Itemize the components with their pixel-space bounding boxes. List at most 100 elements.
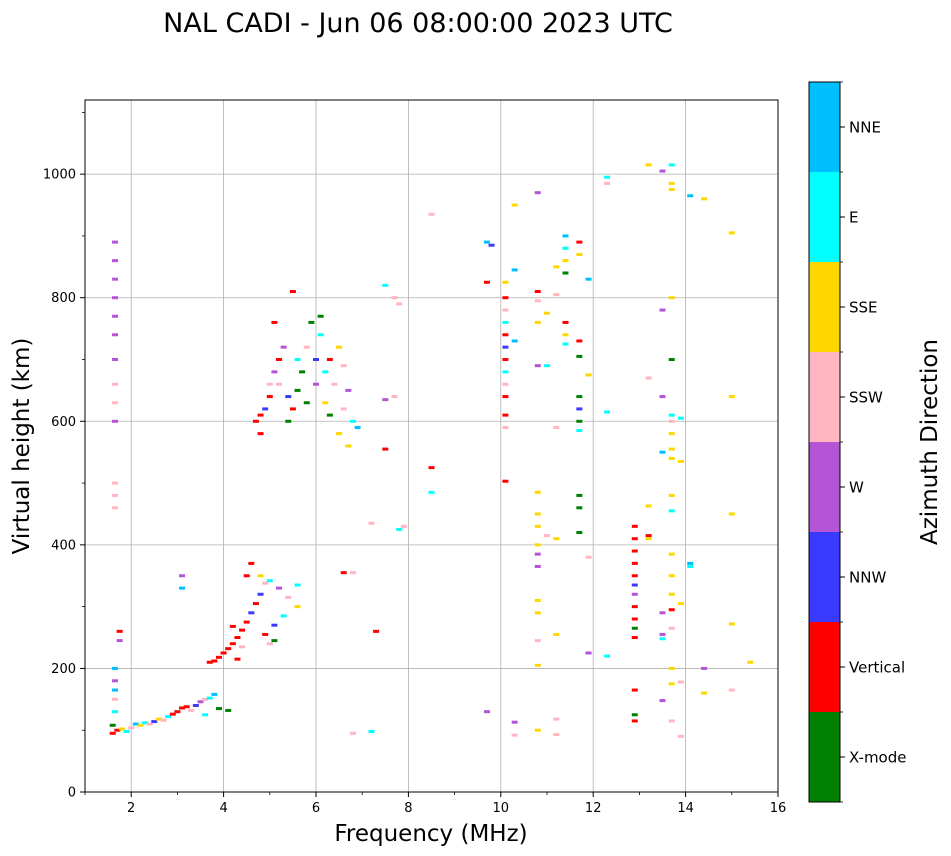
echo-point — [576, 493, 583, 497]
echo-point — [202, 713, 209, 717]
echo-point — [396, 527, 403, 531]
echo-point — [553, 537, 560, 541]
echo-point — [266, 395, 273, 399]
echo-point — [502, 280, 509, 284]
echo-point — [631, 688, 638, 692]
echo-point — [215, 707, 222, 711]
echo-point — [631, 561, 638, 565]
echo-point — [294, 388, 301, 392]
echo-point — [349, 571, 356, 575]
echo-point — [677, 680, 684, 684]
echo-point — [382, 447, 389, 451]
echo-point — [239, 645, 246, 649]
colorbar-frame — [808, 81, 841, 803]
echo-point — [645, 504, 652, 508]
echo-point — [225, 708, 232, 712]
echo-point — [112, 401, 119, 405]
echo-point — [553, 632, 560, 636]
echo-point — [340, 364, 347, 368]
echo-point — [576, 407, 583, 411]
echo-point — [345, 444, 352, 448]
echo-point — [112, 382, 119, 386]
echo-point — [668, 296, 675, 300]
echo-point — [534, 490, 541, 494]
echo-point — [266, 382, 273, 386]
echo-point — [128, 726, 135, 730]
y-tick-label: 0 — [68, 786, 76, 801]
echo-point — [544, 364, 550, 368]
echo-point — [576, 429, 583, 433]
echo-point — [668, 509, 675, 513]
echo-point — [668, 719, 675, 723]
echo-point — [266, 579, 273, 583]
echo-point — [747, 660, 754, 664]
echo-point — [534, 598, 541, 602]
echo-point — [391, 296, 398, 300]
echo-point — [576, 339, 583, 343]
echo-point — [668, 163, 675, 167]
echo-point — [396, 302, 403, 306]
echo-point — [502, 479, 509, 483]
echo-point — [659, 395, 666, 399]
echo-point — [534, 512, 541, 516]
echo-point — [659, 699, 666, 703]
echo-point — [234, 657, 241, 661]
echo-point — [294, 358, 301, 361]
x-tick-label: 8 — [404, 801, 412, 816]
echo-point — [502, 345, 509, 349]
echo-point — [668, 592, 675, 596]
echo-point — [211, 692, 218, 696]
echo-point — [112, 666, 119, 670]
echo-point — [576, 252, 583, 256]
echo-point — [659, 450, 666, 454]
echo-point — [229, 624, 236, 628]
echo-point — [271, 623, 278, 627]
echo-point — [112, 277, 119, 281]
echo-point — [382, 398, 389, 402]
x-tick-label: 12 — [585, 801, 602, 816]
echo-point — [534, 564, 541, 568]
colorbar-swatch — [809, 262, 840, 352]
x-axis-label: Frequency (MHz) — [334, 821, 527, 847]
data-points — [109, 163, 754, 738]
echo-point — [502, 358, 509, 361]
echo-point — [668, 447, 675, 451]
echo-point — [257, 413, 264, 417]
echo-point — [553, 717, 560, 721]
echo-point — [151, 720, 158, 724]
echo-point — [322, 370, 329, 374]
echo-point — [206, 660, 213, 664]
echo-point — [511, 268, 518, 272]
echo-point — [373, 629, 380, 633]
echo-point — [174, 710, 181, 714]
echo-point — [197, 700, 204, 704]
echo-point — [336, 345, 343, 349]
echo-point — [349, 731, 356, 735]
echo-point — [271, 639, 278, 643]
echo-point — [112, 710, 119, 714]
echo-point — [631, 617, 638, 621]
echo-point — [562, 320, 569, 324]
echo-point — [677, 416, 684, 420]
echo-point — [211, 659, 218, 663]
echo-point — [391, 395, 398, 399]
colorbar-tick-label: NNW — [849, 569, 886, 587]
echo-point — [502, 382, 509, 386]
echo-point — [553, 733, 560, 737]
echo-point — [534, 543, 541, 547]
echo-point — [215, 655, 222, 659]
echo-point — [354, 425, 361, 429]
echo-point — [668, 413, 675, 417]
echo-point — [534, 728, 541, 732]
echo-point — [112, 296, 119, 300]
echo-point — [728, 512, 735, 516]
echo-point — [112, 314, 119, 318]
echo-point — [248, 611, 255, 615]
echo-point — [659, 611, 666, 615]
echo-point — [534, 191, 541, 195]
echo-point — [631, 636, 638, 640]
colorbar-swatch — [809, 532, 840, 622]
echo-point — [534, 639, 541, 643]
echo-point — [544, 311, 550, 315]
echo-point — [687, 561, 694, 565]
